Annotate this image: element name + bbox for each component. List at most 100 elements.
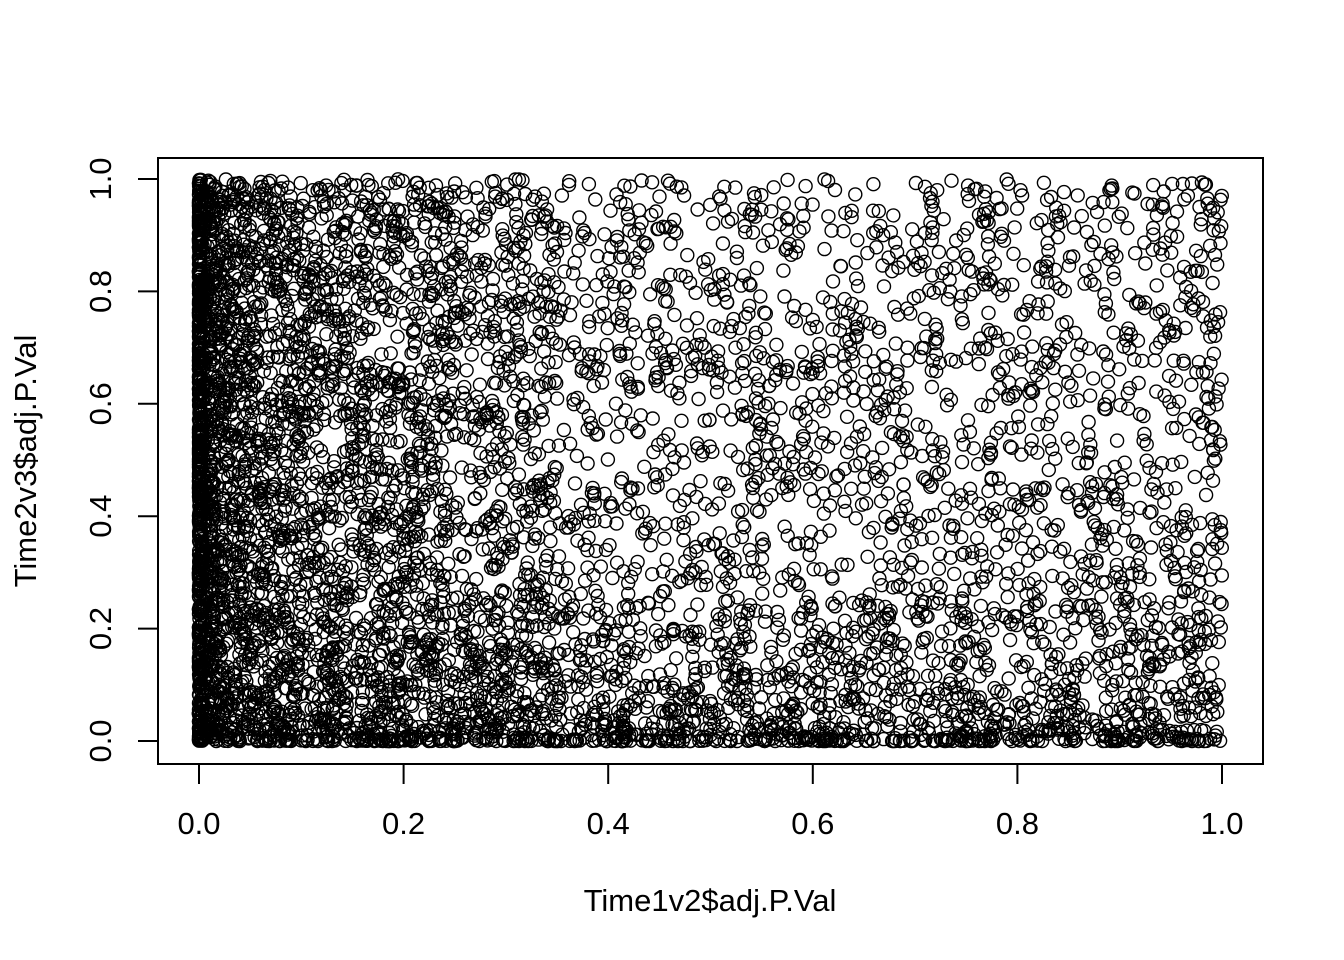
data-point: [783, 699, 799, 714]
data-point: [643, 287, 658, 302]
data-point: [436, 677, 451, 692]
data-point: [757, 614, 773, 629]
data-point: [974, 548, 989, 563]
data-point: [935, 266, 950, 281]
data-point: [621, 263, 636, 278]
data-point: [1114, 206, 1129, 221]
data-point: [745, 440, 760, 456]
data-point: [798, 178, 813, 194]
data-point: [900, 340, 915, 355]
data-point: [1040, 416, 1055, 432]
data-point: [1159, 543, 1175, 558]
data-point: [1083, 437, 1098, 452]
data-point: [1202, 238, 1218, 254]
data-point: [661, 427, 676, 442]
data-point: [802, 547, 817, 563]
data-point: [579, 293, 594, 308]
data-point: [630, 481, 646, 496]
data-point: [1085, 195, 1100, 211]
data-point: [710, 627, 725, 642]
data-point: [1104, 683, 1120, 698]
data-point: [425, 593, 440, 608]
data-point: [873, 535, 888, 550]
data-point: [759, 448, 774, 463]
data-point: [936, 211, 951, 227]
data-point: [1062, 394, 1078, 409]
data-point: [816, 403, 831, 419]
data-point: [697, 413, 712, 428]
data-point: [618, 403, 633, 418]
data-point: [610, 229, 625, 245]
data-point: [644, 207, 659, 223]
data-point: [827, 430, 842, 446]
data-point: [926, 203, 941, 218]
data-point: [874, 440, 890, 456]
data-point: [822, 523, 837, 538]
data-point: [1013, 182, 1028, 198]
data-point: [1120, 594, 1135, 610]
data-point: [825, 274, 841, 289]
data-point: [319, 327, 334, 342]
data-point: [683, 607, 698, 623]
data-point: [1206, 319, 1222, 334]
data-point: [806, 493, 822, 509]
data-point: [1050, 230, 1066, 245]
data-point: [600, 321, 615, 336]
data-point: [871, 473, 886, 489]
data-point: [658, 467, 673, 482]
data-point: [939, 387, 954, 402]
data-point: [760, 658, 775, 673]
data-point: [1039, 336, 1054, 351]
data-point: [1061, 258, 1077, 273]
data-point: [1111, 209, 1127, 225]
data-point: [1095, 575, 1110, 590]
data-point: [988, 562, 1003, 577]
data-point: [935, 444, 951, 459]
data-point: [685, 562, 700, 578]
data-point: [736, 337, 751, 352]
data-point: [981, 305, 996, 321]
data-point: [572, 210, 587, 225]
data-point: [856, 426, 872, 442]
data-point: [581, 176, 597, 192]
data-point: [609, 187, 624, 202]
data-point: [1026, 636, 1041, 651]
data-point: [776, 691, 791, 706]
data-point: [781, 567, 796, 582]
data-point: [345, 329, 360, 344]
data-point: [871, 320, 886, 335]
data-point: [1018, 523, 1034, 538]
data-point: [722, 324, 737, 340]
data-point: [663, 236, 678, 251]
data-point: [1001, 388, 1016, 403]
data-point: [834, 557, 849, 572]
data-point: [705, 216, 721, 231]
data-point: [1020, 553, 1036, 568]
data-point: [882, 550, 898, 565]
data-point: [651, 606, 666, 622]
data-point: [876, 347, 891, 363]
data-point: [941, 481, 956, 496]
data-point: [757, 305, 772, 320]
data-point: [1168, 420, 1184, 436]
data-point: [978, 569, 994, 584]
data-point: [1214, 568, 1230, 583]
data-point: [897, 538, 912, 553]
data-point: [1120, 220, 1135, 236]
data-point: [735, 406, 750, 422]
data-point: [918, 419, 933, 434]
data-point: [554, 188, 570, 203]
data-point: [1012, 695, 1027, 711]
data-point: [1042, 619, 1057, 635]
data-point: [933, 638, 949, 654]
data-point: [748, 603, 763, 618]
data-point: [925, 431, 940, 447]
data-point: [896, 433, 911, 449]
data-point: [853, 300, 869, 315]
data-point: [1106, 325, 1121, 340]
data-point: [723, 272, 738, 287]
data-point: [1212, 305, 1228, 320]
data-point: [551, 438, 567, 453]
data-point: [750, 381, 766, 397]
data-point: [537, 273, 552, 288]
